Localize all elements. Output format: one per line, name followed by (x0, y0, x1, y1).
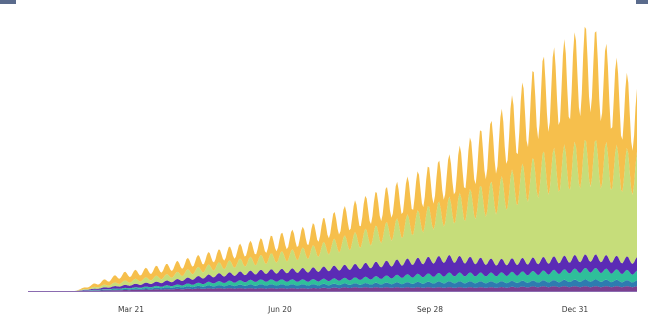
area-series-4 (28, 140, 637, 291)
corner-mark-right (636, 0, 648, 4)
area-series-1 (28, 279, 637, 291)
area-series-3 (28, 254, 637, 291)
area-series-0 (28, 286, 637, 291)
area-series-5 (28, 26, 637, 291)
area-series-2 (28, 268, 637, 291)
x-tick-label: Mar 21 (118, 305, 144, 314)
corner-mark-left (0, 0, 16, 4)
x-tick-label: Sep 28 (417, 305, 443, 314)
x-tick-label: Jun 20 (267, 305, 292, 314)
x-tick-label: Dec 31 (562, 305, 589, 314)
